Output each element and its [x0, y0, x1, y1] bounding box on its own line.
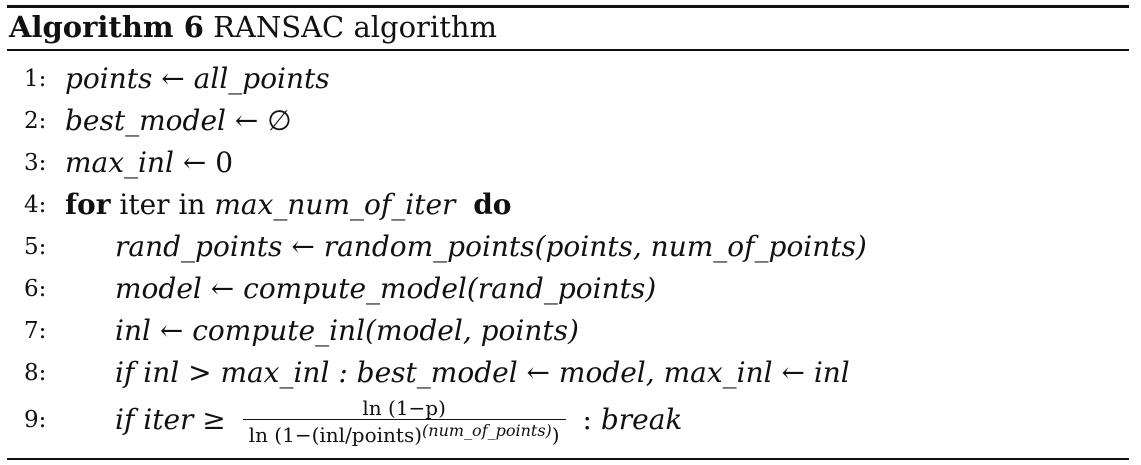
keyword-if: if — [115, 356, 135, 389]
line-number: 3: — [24, 150, 47, 176]
line-number: 7: — [24, 318, 47, 344]
assign-arrow: ← — [161, 62, 185, 95]
colon: : — [582, 403, 592, 436]
fn-compute-inl: compute_inl — [192, 314, 366, 347]
iter-text: iter in — [119, 188, 206, 221]
algorithm-label: Algorithm 6 — [9, 10, 204, 44]
assign-arrow: ← — [159, 314, 184, 347]
fraction-denominator: ln (1−(inl/points)(num_of_points)) — [243, 420, 566, 446]
caption-rule — [7, 49, 1129, 51]
assign-arrow: ← — [210, 272, 235, 305]
line-content: for iter in max_num_of_iter do — [65, 185, 511, 225]
fn-args: (model, points) — [365, 314, 579, 347]
denominator-close: ) — [551, 423, 560, 447]
line-content: inl ← compute_inl(model, points) — [115, 311, 579, 351]
fn-args: (points, num_of_points) — [534, 230, 867, 263]
assignment-best-model: best_model ← model, — [356, 356, 655, 389]
assign-arrow: ← — [182, 146, 207, 179]
line-content: max_inl ← 0 — [65, 143, 233, 183]
var-best-model: best_model — [65, 104, 226, 137]
stopping-fraction: ln (1−p) ln (1−(inl/points)(num_of_point… — [242, 397, 566, 446]
var-model: model — [115, 272, 202, 305]
var-max-inl: max_inl — [65, 146, 174, 179]
top-rule — [7, 5, 1129, 8]
line-number: 5: — [24, 234, 47, 260]
algorithm-caption: Algorithm 6 RANSAC algorithm — [9, 10, 497, 44]
assign-arrow: ← — [291, 230, 315, 263]
fn-random-points: random_points — [323, 230, 535, 263]
var-points: points — [65, 62, 153, 95]
line-number: 1: — [24, 66, 47, 92]
line-content: if inl > max_inl : best_model ← model, m… — [115, 353, 850, 393]
var-all-points: all_points — [193, 62, 330, 95]
line-number: 8: — [24, 360, 47, 386]
var-max-num-of-iter: max_num_of_iter — [214, 188, 456, 221]
keyword-if: if — [115, 403, 135, 436]
line-content: model ← compute_model(rand_points) — [115, 269, 656, 309]
denominator-base: ln (1−(inl/points) — [248, 423, 423, 447]
denominator-exponent: (num_of_points) — [422, 421, 552, 440]
fraction-numerator: ln (1−p) — [242, 397, 566, 420]
line-number: 2: — [24, 108, 47, 134]
action-break: break — [600, 403, 683, 436]
line-content: best_model ← ∅ — [65, 101, 292, 141]
condition: iter ≥ — [143, 403, 226, 436]
fn-compute-model: compute_model — [243, 272, 467, 305]
var-rand-points: rand_points — [115, 230, 283, 263]
empty-set-symbol: ∅ — [267, 104, 292, 137]
keyword-do: do — [473, 188, 512, 221]
line-content: points ← all_points — [65, 59, 330, 99]
algorithm-name: RANSAC algorithm — [213, 10, 498, 44]
line-content: if iter ≥ ln (1−p) ln (1−(inl/points)(nu… — [115, 395, 682, 446]
bottom-rule — [7, 458, 1129, 460]
condition: inl > max_inl : — [143, 356, 348, 389]
assign-arrow: ← — [234, 104, 259, 137]
value-zero: 0 — [215, 146, 234, 179]
fn-args: (rand_points) — [466, 272, 657, 305]
assignment-max-inl: max_inl ← inl — [663, 356, 850, 389]
line-number: 4: — [24, 192, 47, 218]
var-inl: inl — [115, 314, 151, 347]
line-number: 6: — [24, 276, 47, 302]
line-content: rand_points ← random_points(points, num_… — [115, 227, 867, 267]
line-number: 9: — [24, 407, 47, 433]
keyword-for: for — [65, 188, 111, 221]
